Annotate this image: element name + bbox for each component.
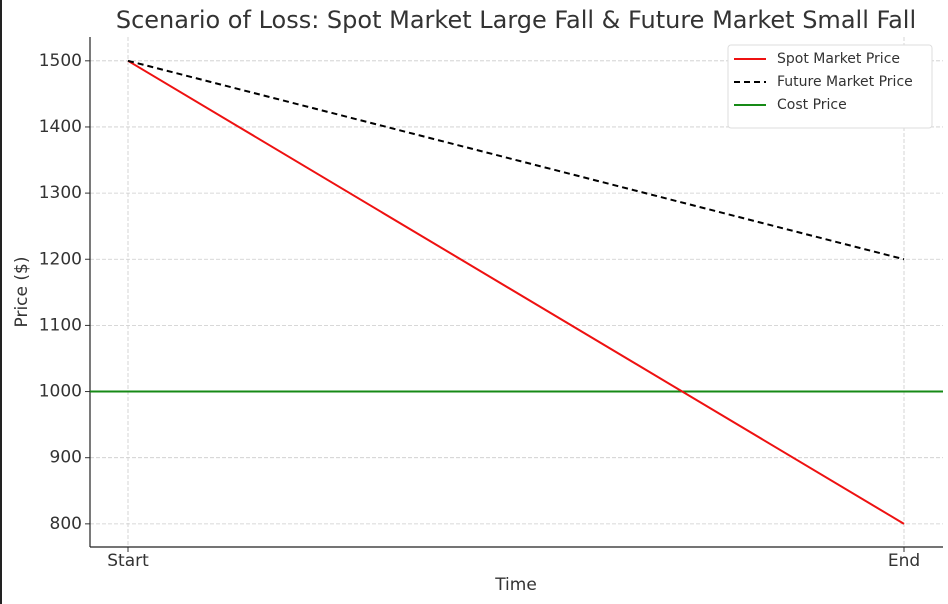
chart-title: Scenario of Loss: Spot Market Large Fall… bbox=[116, 6, 916, 34]
y-tick-label: 800 bbox=[50, 514, 82, 534]
y-tick-label: 1000 bbox=[39, 382, 82, 402]
y-tick-label: 1300 bbox=[39, 183, 82, 203]
y-tick-label: 1100 bbox=[39, 315, 82, 335]
y-tick-label: 1200 bbox=[39, 249, 82, 269]
legend-label: Spot Market Price bbox=[777, 51, 900, 67]
legend-label: Cost Price bbox=[777, 97, 847, 113]
y-axis-label: Price ($) bbox=[12, 257, 32, 328]
legend-box bbox=[727, 44, 933, 129]
y-tick-label: 1400 bbox=[39, 117, 82, 137]
x-tick-label: End bbox=[888, 551, 920, 571]
y-tick-label: 1500 bbox=[39, 51, 82, 71]
series-line bbox=[127, 59, 905, 261]
y-tick-label: 900 bbox=[50, 448, 82, 468]
x-tick-label: Start bbox=[107, 551, 149, 571]
left-border bbox=[0, 0, 2, 604]
legend-label: Future Market Price bbox=[777, 74, 913, 90]
legend: Spot Market Price Future Market Price Cost… bbox=[727, 44, 933, 129]
x-axis-label: Time bbox=[494, 575, 537, 595]
series-line bbox=[127, 59, 905, 525]
